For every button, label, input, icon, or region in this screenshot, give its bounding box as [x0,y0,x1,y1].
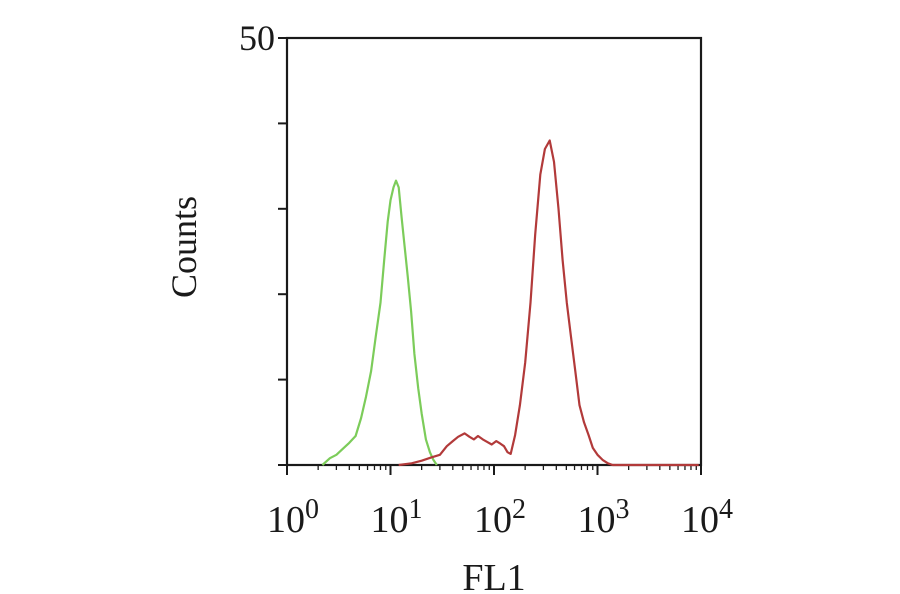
x-tick-base: 10 [578,499,616,541]
x-tick-exponent: 3 [616,494,630,525]
x-tick-label: 101 [371,494,423,541]
series-layer [321,139,699,467]
x-tick-base: 10 [267,499,305,541]
x-tick-label: 100 [267,494,319,541]
y-axis-title: Counts [164,196,204,298]
x-tick-exponent: 4 [719,494,733,525]
x-tick-base: 10 [474,499,512,541]
x-tick-label: 102 [474,494,526,541]
histogram-series-2 [398,139,699,467]
histogram-series-1 [321,179,438,466]
y-tick-label: 50 [239,18,275,58]
x-tick-exponent: 1 [409,494,423,525]
x-tick-exponent: 0 [305,494,319,525]
x-axis-ticks: 100 101 102 103 104 [267,465,733,541]
x-tick-label: 104 [681,494,733,541]
x-tick-exponent: 2 [512,494,526,525]
x-tick-base: 10 [681,499,719,541]
x-axis-title: FL1 [462,557,525,594]
y-axis-ticks: 50 [239,18,287,466]
x-tick-base: 10 [371,499,409,541]
x-tick-label: 103 [578,494,630,541]
